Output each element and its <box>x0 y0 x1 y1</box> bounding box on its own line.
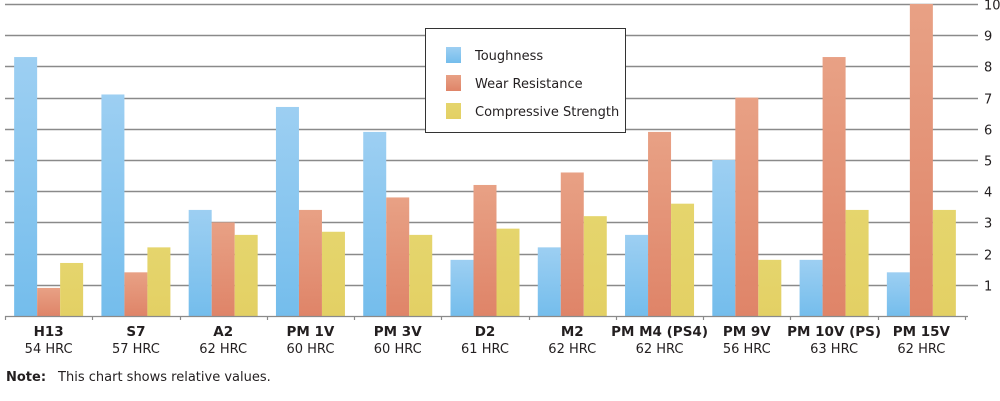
x-tick-sublabel: 60 HRC <box>286 342 334 357</box>
x-tick-label: PM 9V <box>723 324 771 340</box>
category-labels: H13 54 HRC S7 57 HRC A2 62 HRC PM 1V 60 HRC PM 3… <box>25 324 951 357</box>
legend-swatch-wear-resistance <box>446 75 461 91</box>
y-tick-label: 8 <box>984 61 992 76</box>
bar-wear-resistance <box>124 272 148 316</box>
x-tick-sublabel: 60 HRC <box>374 342 422 357</box>
x-tick-sublabel: 63 HRC <box>810 342 858 357</box>
x-tick-sublabel: 56 HRC <box>723 342 771 357</box>
x-tick-label: PM M4 (PS4) <box>611 324 708 340</box>
x-tick-sublabel: 62 HRC <box>636 342 684 357</box>
y-tick-label: 2 <box>984 249 992 264</box>
x-tick-sublabel: 62 HRC <box>199 342 247 357</box>
x-tick-label: D2 <box>475 324 496 340</box>
y-tick-label: 7 <box>984 93 992 108</box>
x-tick-label: M2 <box>561 324 584 340</box>
bar-compressive-strength <box>671 203 695 316</box>
bar-compressive-strength <box>496 228 520 316</box>
chart-note: Note: This chart shows relative values. <box>6 370 271 385</box>
note-text: This chart shows relative values. <box>58 370 271 385</box>
x-tick-label: S7 <box>126 324 145 340</box>
bar-compressive-strength <box>758 259 782 316</box>
bar-wear-resistance <box>211 222 235 316</box>
x-tick-sublabel: 62 HRC <box>897 342 945 357</box>
bar-wear-resistance <box>909 4 933 316</box>
legend-swatch-compressive-strength <box>446 103 461 119</box>
x-tick-label: PM 10V (PS) <box>787 324 881 340</box>
legend-label-toughness: Toughness <box>474 49 543 64</box>
bar-compressive-strength <box>583 216 607 316</box>
legend-label-wear-resistance: Wear Resistance <box>475 77 583 92</box>
x-tick-label: A2 <box>213 324 233 340</box>
bars <box>14 4 956 317</box>
y-tick-label: 9 <box>984 30 992 45</box>
bar-wear-resistance <box>822 57 846 316</box>
bar-toughness <box>188 209 212 316</box>
legend-label-compressive-strength: Compressive Strength <box>475 105 619 120</box>
x-axis <box>4 315 968 320</box>
y-tick-label: 10 <box>984 0 1000 14</box>
bar-toughness <box>625 234 649 316</box>
bar-wear-resistance <box>298 209 322 316</box>
x-tick-sublabel: 62 HRC <box>548 342 596 357</box>
bar-toughness <box>450 259 474 316</box>
bar-toughness <box>14 57 38 316</box>
bar-wear-resistance <box>560 172 584 316</box>
y-tick-label: 1 <box>984 280 992 295</box>
y-tick-label: 4 <box>984 186 992 201</box>
bar-compressive-strength <box>321 231 345 316</box>
bar-toughness <box>537 247 561 316</box>
bar-compressive-strength <box>234 234 258 316</box>
x-tick-sublabel: 57 HRC <box>112 342 160 357</box>
x-tick-label: PM 15V <box>893 324 951 340</box>
x-tick-sublabel: 54 HRC <box>25 342 73 357</box>
bar-compressive-strength <box>932 209 956 316</box>
bar-compressive-strength <box>147 247 171 316</box>
x-tick-label: PM 1V <box>287 324 335 340</box>
y-axis: 1 2 3 4 5 6 7 8 9 10 <box>984 0 1000 295</box>
x-tick-sublabel: 61 HRC <box>461 342 509 357</box>
bar-toughness <box>886 272 910 316</box>
y-tick-label: 3 <box>984 217 992 232</box>
bar-wear-resistance <box>473 184 497 316</box>
bar-toughness <box>101 94 125 316</box>
legend-swatch-toughness <box>446 47 461 63</box>
bar-compressive-strength <box>60 262 84 316</box>
bar-compressive-strength <box>845 209 869 316</box>
note-label: Note: <box>6 370 47 385</box>
legend: Toughness Wear Resistance Compressive St… <box>425 28 626 133</box>
bar-wear-resistance <box>648 131 672 316</box>
bar-wear-resistance <box>735 97 759 316</box>
bar-toughness <box>363 131 387 316</box>
bar-wear-resistance <box>37 287 61 316</box>
bar-toughness <box>712 160 736 316</box>
x-tick-label: PM 3V <box>374 324 422 340</box>
bar-toughness <box>275 106 299 317</box>
y-tick-label: 6 <box>984 124 992 139</box>
bar-wear-resistance <box>386 197 410 316</box>
bar-compressive-strength <box>409 234 433 316</box>
bar-toughness <box>799 259 823 316</box>
y-tick-label: 5 <box>984 155 992 170</box>
x-tick-label: H13 <box>34 324 64 340</box>
